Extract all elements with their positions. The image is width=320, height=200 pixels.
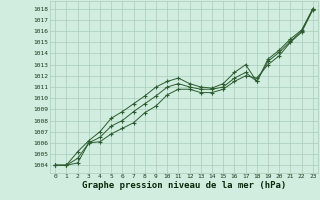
X-axis label: Graphe pression niveau de la mer (hPa): Graphe pression niveau de la mer (hPa) <box>82 180 286 190</box>
